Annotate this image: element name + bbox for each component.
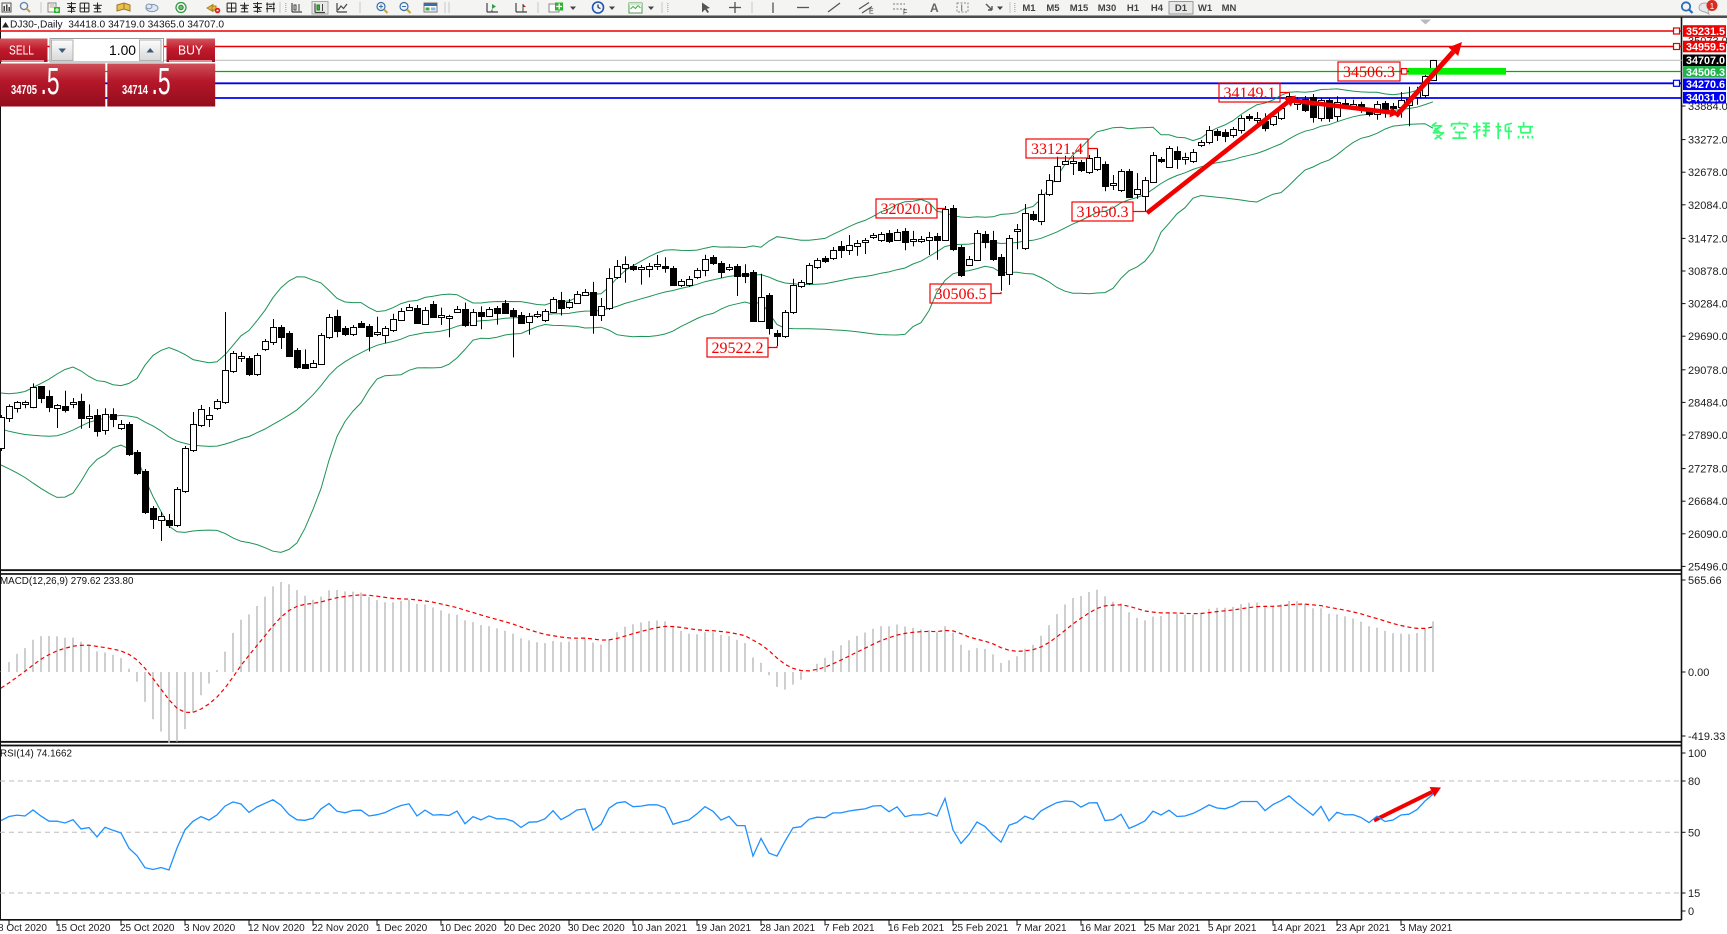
svg-text:A: A [930,1,939,15]
svg-text:15: 15 [1688,888,1700,900]
svg-text:H4: H4 [1151,3,1164,14]
svg-text:M30: M30 [1098,3,1116,14]
svg-text:7 Mar 2021: 7 Mar 2021 [1016,923,1067,934]
svg-text:20 Dec 2020: 20 Dec 2020 [504,923,561,934]
svg-text:32020.0: 32020.0 [881,201,933,218]
svg-text:MACD(12,26,9) 279.62 233.80: MACD(12,26,9) 279.62 233.80 [0,576,134,587]
svg-text:M1: M1 [1022,3,1036,14]
svg-text:34707.0: 34707.0 [1686,55,1725,67]
svg-text:MN: MN [1222,3,1237,14]
svg-text:1 Dec 2020: 1 Dec 2020 [376,923,428,934]
svg-text:12 Nov 2020: 12 Nov 2020 [248,923,305,934]
svg-text:16 Mar 2021: 16 Mar 2021 [1080,923,1137,934]
svg-text:100: 100 [1688,748,1706,760]
svg-text:M15: M15 [1070,3,1089,14]
svg-text:29078.0: 29078.0 [1688,365,1727,377]
svg-text:5 Apr 2021: 5 Apr 2021 [1208,923,1257,934]
svg-text:31472.0: 31472.0 [1688,233,1727,245]
svg-text:14 Apr 2021: 14 Apr 2021 [1272,923,1326,934]
svg-text:34031.0: 34031.0 [1686,93,1725,105]
svg-text:34959.5: 34959.5 [1686,41,1725,53]
svg-text:27278.0: 27278.0 [1688,464,1727,476]
svg-text:80: 80 [1688,776,1700,788]
svg-text:34714: 34714 [122,83,148,97]
svg-text:33272.0: 33272.0 [1688,135,1727,147]
svg-text:10 Jan 2021: 10 Jan 2021 [632,923,687,934]
svg-text:29522.2: 29522.2 [712,340,764,357]
svg-text:34506.3: 34506.3 [1686,67,1725,79]
svg-text:RSI(14) 74.1662: RSI(14) 74.1662 [0,749,72,760]
svg-text:30 Dec 2020: 30 Dec 2020 [568,923,625,934]
svg-text:DJ30-,Daily 34418.0 34719.0 3: DJ30-,Daily 34418.0 34719.0 34365.0 3470… [10,20,224,31]
svg-text:0: 0 [1688,906,1694,918]
svg-text:30284.0: 30284.0 [1688,299,1727,311]
svg-text:32678.0: 32678.0 [1688,167,1727,179]
svg-text:34705: 34705 [11,83,37,97]
svg-text:29690.0: 29690.0 [1688,331,1727,343]
svg-text:W1: W1 [1198,3,1213,14]
svg-text:34149.1: 34149.1 [1224,85,1276,102]
svg-text:3 May 2021: 3 May 2021 [1400,923,1453,934]
svg-text:28484.0: 28484.0 [1688,397,1727,409]
svg-text:34506.3: 34506.3 [1343,64,1395,81]
svg-text:1: 1 [1710,2,1715,11]
svg-text:D1: D1 [1175,3,1188,14]
svg-text:26090.0: 26090.0 [1688,529,1727,541]
svg-text:50: 50 [1688,827,1700,839]
svg-text:3 Nov 2020: 3 Nov 2020 [184,923,236,934]
svg-text:30878.0: 30878.0 [1688,266,1727,278]
svg-text:27890.0: 27890.0 [1688,430,1727,442]
svg-text:30506.5: 30506.5 [935,286,987,303]
svg-text:H1: H1 [1127,3,1140,14]
svg-text:M5: M5 [1046,3,1060,14]
svg-text:7 Feb 2021: 7 Feb 2021 [824,923,875,934]
svg-text:31950.3: 31950.3 [1077,204,1129,221]
svg-text:28 Jan 2021: 28 Jan 2021 [760,923,815,934]
svg-text:26684.0: 26684.0 [1688,496,1727,508]
svg-text:10 Dec 2020: 10 Dec 2020 [440,923,497,934]
svg-text:0.00: 0.00 [1688,667,1709,679]
svg-text:-419.33: -419.33 [1688,731,1725,743]
svg-text:32084.0: 32084.0 [1688,200,1727,212]
svg-text:BUY: BUY [178,43,203,58]
svg-text:33121.4: 33121.4 [1031,141,1083,158]
svg-text:E: E [869,9,874,16]
svg-text:15 Oct 2020: 15 Oct 2020 [56,923,111,934]
svg-text:25 Mar 2021: 25 Mar 2021 [1144,923,1201,934]
svg-text:SELL: SELL [9,43,34,58]
svg-text:F: F [903,10,907,17]
svg-text:19 Jan 2021: 19 Jan 2021 [696,923,751,934]
svg-text:8 Oct 2020: 8 Oct 2020 [0,923,47,934]
svg-text:25 Feb 2021: 25 Feb 2021 [952,923,1009,934]
svg-text:34270.6: 34270.6 [1686,79,1725,91]
svg-text:16 Feb 2021: 16 Feb 2021 [888,923,945,934]
svg-text:22 Nov 2020: 22 Nov 2020 [312,923,369,934]
svg-text:.5: .5 [41,61,60,103]
svg-text:565.66: 565.66 [1688,575,1722,587]
svg-text:23 Apr 2021: 23 Apr 2021 [1336,923,1390,934]
svg-text:1.00: 1.00 [109,43,136,58]
svg-text:25 Oct 2020: 25 Oct 2020 [120,923,175,934]
svg-text:33884.0: 33884.0 [1688,101,1727,113]
svg-text:I: I [961,3,964,13]
svg-text:25496.0: 25496.0 [1688,561,1727,573]
svg-text:35231.5: 35231.5 [1686,26,1725,38]
svg-text:.5: .5 [152,61,171,103]
